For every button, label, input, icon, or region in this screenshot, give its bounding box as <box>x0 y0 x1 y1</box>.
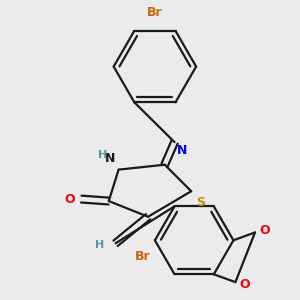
Text: Br: Br <box>147 7 163 20</box>
Text: H: H <box>94 240 104 250</box>
Text: O: O <box>239 278 250 291</box>
Text: S: S <box>196 196 205 209</box>
Text: N: N <box>176 144 187 157</box>
Text: N: N <box>105 152 116 165</box>
Text: Br: Br <box>135 250 151 263</box>
Text: H: H <box>98 150 107 160</box>
Text: O: O <box>65 193 75 206</box>
Text: O: O <box>259 224 270 237</box>
